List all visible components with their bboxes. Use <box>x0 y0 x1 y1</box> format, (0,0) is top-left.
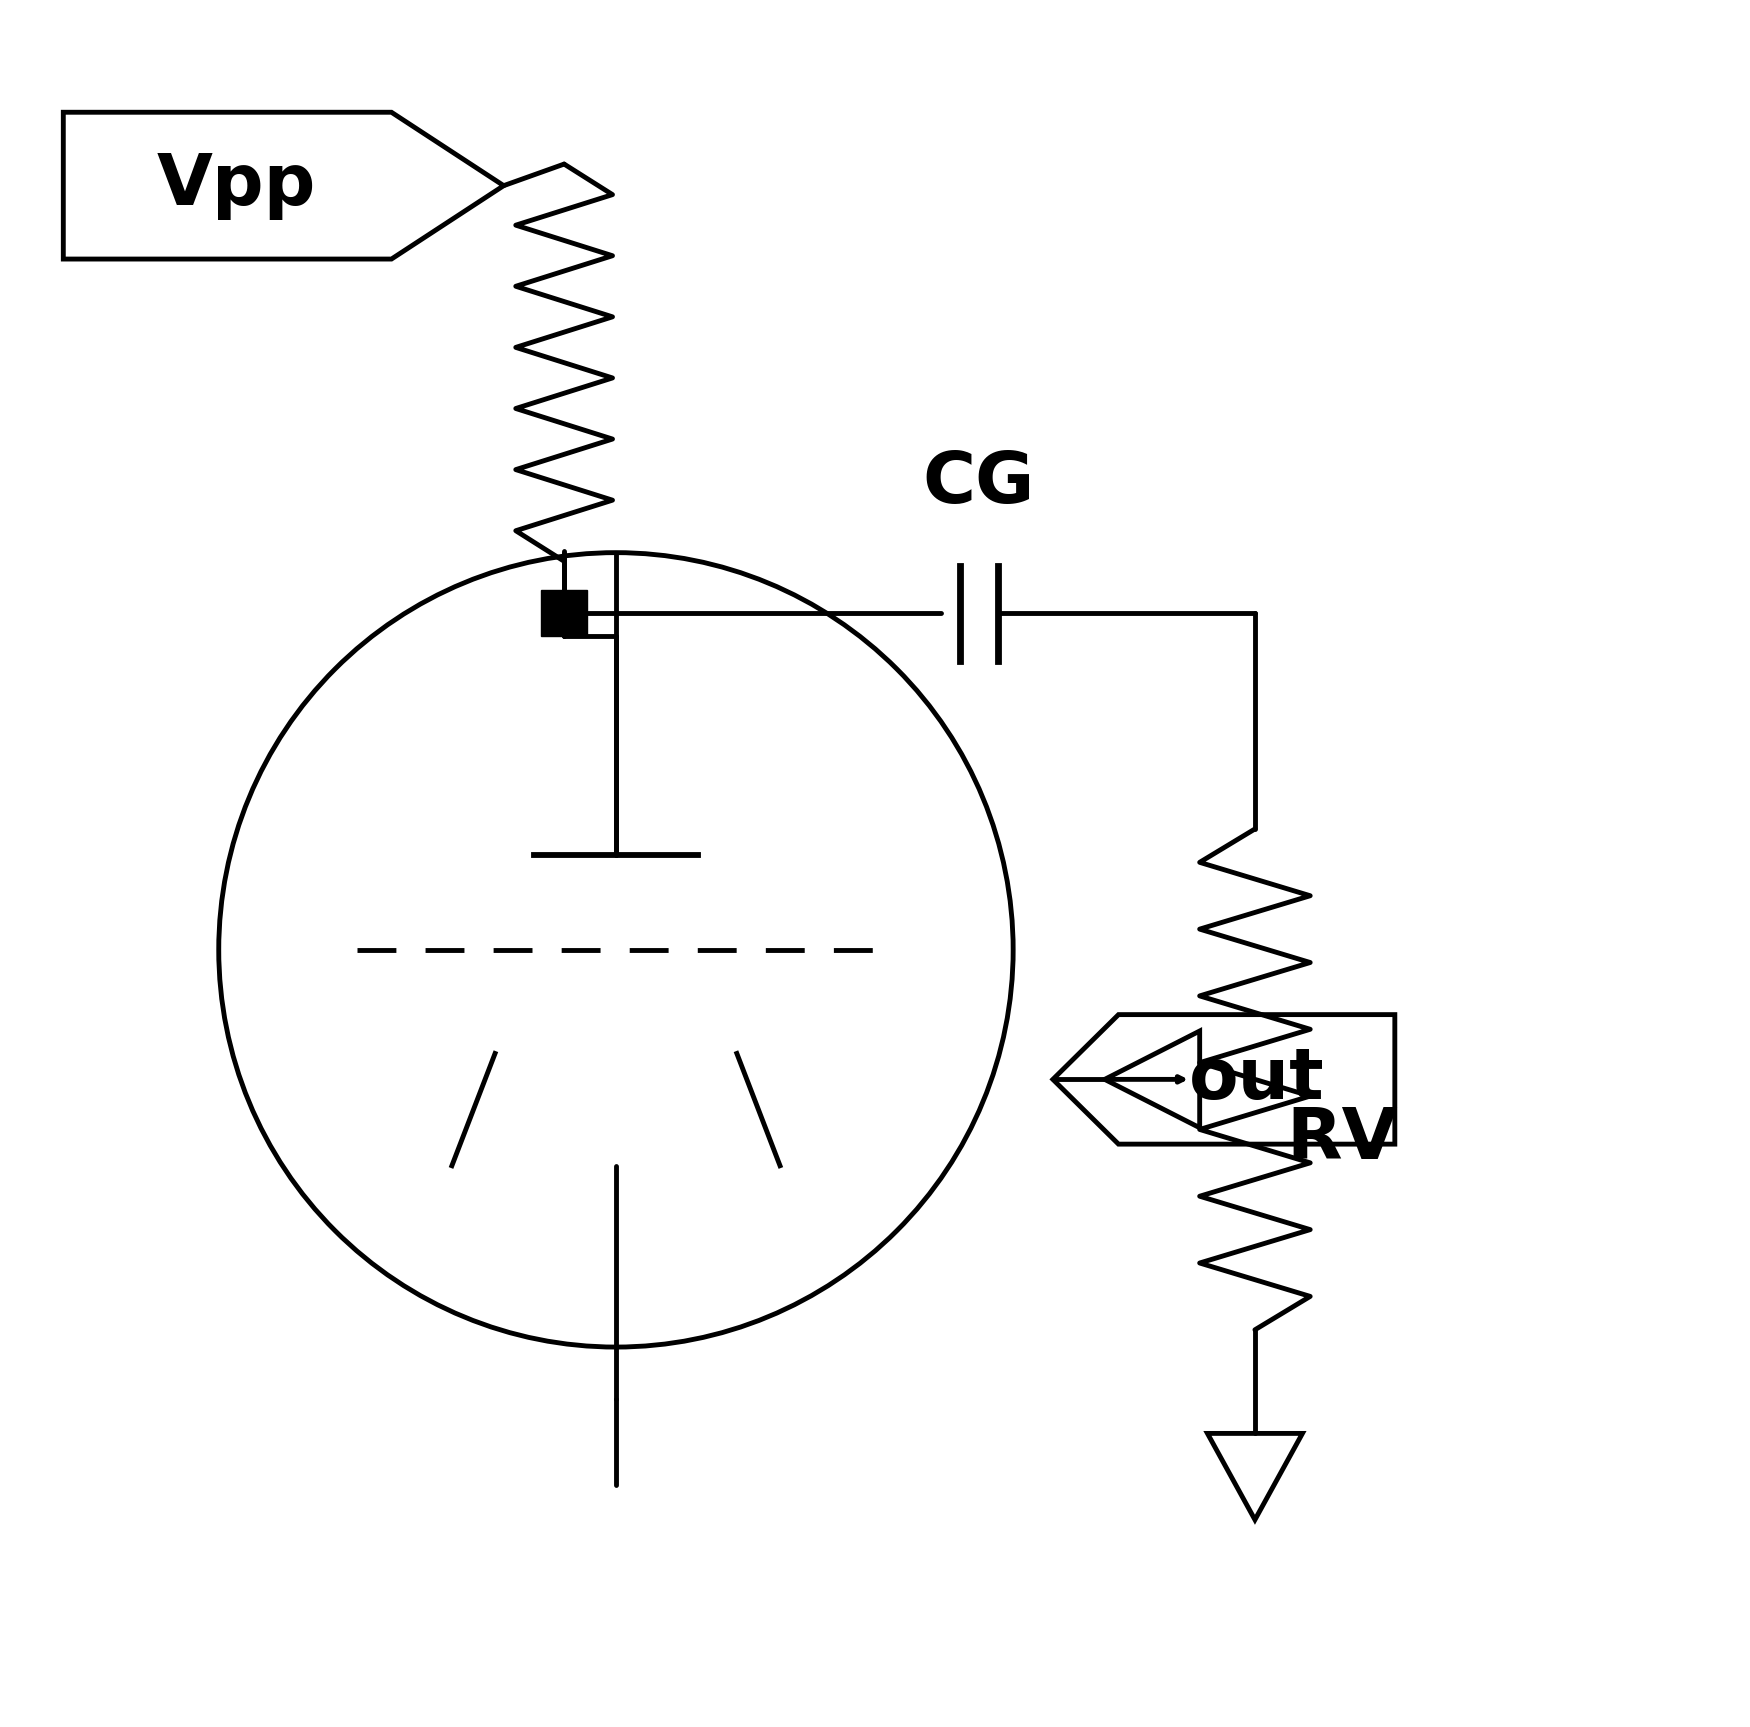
Text: Vpp: Vpp <box>156 152 315 219</box>
Text: CG: CG <box>922 449 1034 518</box>
Text: RV: RV <box>1286 1105 1398 1174</box>
Bar <box>541 589 588 636</box>
Text: out: out <box>1188 1045 1325 1114</box>
